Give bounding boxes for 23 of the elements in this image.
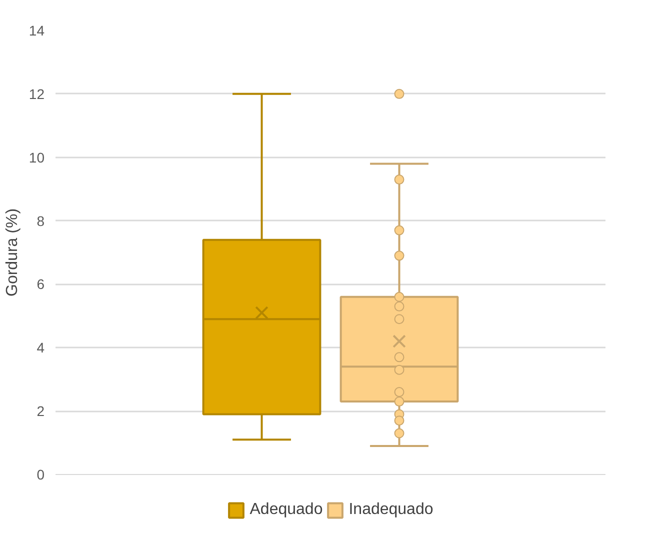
point bbox=[394, 352, 404, 362]
y-tick-label: 10 bbox=[28, 149, 45, 166]
point bbox=[394, 364, 404, 375]
point bbox=[394, 396, 404, 407]
y-tick-label: 12 bbox=[28, 86, 45, 102]
y-tick-label: 4 bbox=[36, 340, 45, 356]
legend-label: Adequado bbox=[250, 501, 323, 519]
y-tick-label: 6 bbox=[36, 276, 45, 292]
legend-label: Inadequado bbox=[348, 501, 434, 519]
point bbox=[394, 428, 404, 438]
point bbox=[394, 250, 404, 261]
point bbox=[394, 416, 404, 426]
y-tick-label: 8 bbox=[36, 212, 45, 229]
point bbox=[394, 314, 404, 324]
y-tick-label: 14 bbox=[28, 22, 45, 38]
y-tick-label: 0 bbox=[36, 466, 45, 482]
point bbox=[394, 301, 404, 312]
y-axis-title: Gordura (%) bbox=[4, 208, 21, 297]
point bbox=[394, 292, 404, 302]
point bbox=[394, 387, 404, 398]
point bbox=[394, 225, 404, 236]
y-tick-label: 2 bbox=[36, 403, 45, 420]
point bbox=[394, 174, 404, 185]
